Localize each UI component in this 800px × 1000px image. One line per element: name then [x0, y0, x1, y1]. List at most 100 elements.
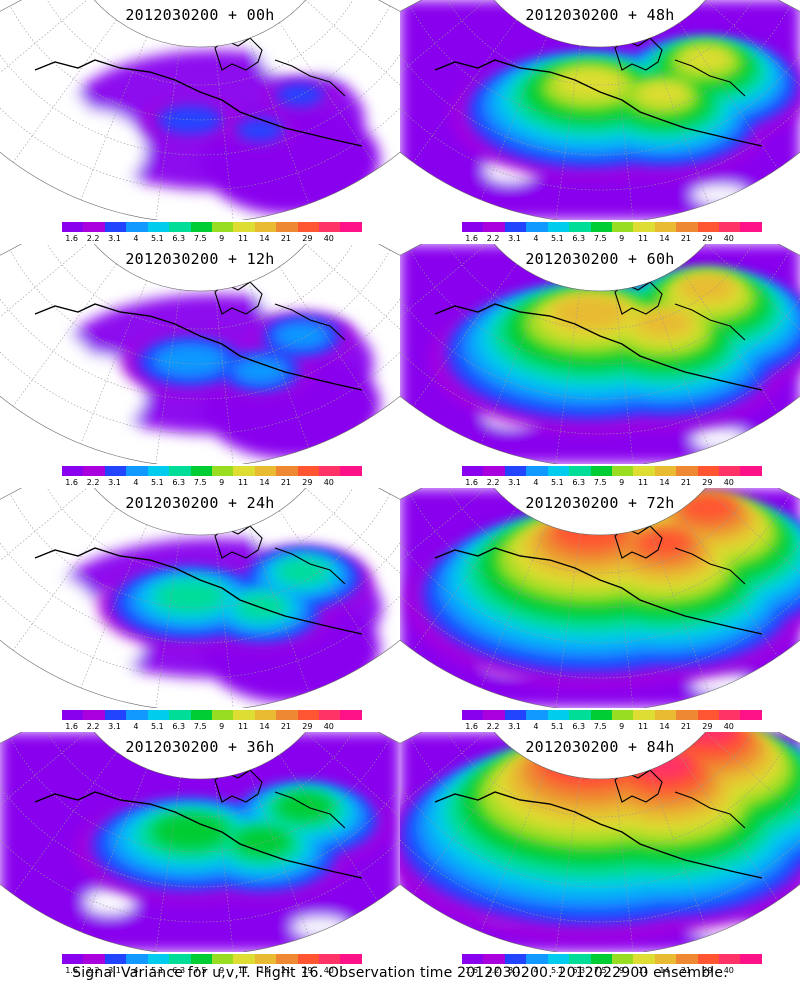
variance-map [400, 732, 800, 952]
colorbar-segment [254, 222, 277, 232]
variance-map [0, 0, 400, 220]
colorbar-segment [526, 222, 548, 232]
forecast-panel: 2012030200 + 12h 1.6 2.2 3.1 4 5.1 6.3 7.5 9 11 14… [0, 244, 400, 488]
variance-map [400, 0, 800, 220]
colorbar-tick: 6.3 [172, 722, 186, 731]
colorbar-tick: 11 [237, 722, 249, 731]
colorbar-segment [104, 466, 127, 476]
colorbar-tick: 1.6 [465, 478, 478, 487]
colorbar-segment [719, 222, 741, 232]
colorbar-tick: 29 [302, 234, 313, 243]
colorbar-segment [547, 222, 570, 232]
colorbar-segment [611, 222, 634, 232]
colorbar-segment [697, 954, 720, 964]
colorbar-tick: 9 [619, 234, 625, 243]
colorbar-tick: 14 [659, 234, 670, 243]
colorbar-tick: 21 [680, 234, 692, 243]
colorbar-segment [169, 954, 191, 964]
colorbar-segment [340, 710, 362, 720]
colorbar-tick: 40 [323, 722, 334, 731]
colorbar-tick: 9 [219, 478, 225, 487]
colorbar-tick: 7.5 [593, 722, 607, 731]
colorbar-tick: 14 [259, 478, 270, 487]
panel-title: 2012030200 + 84h [525, 738, 675, 756]
colorbar [62, 710, 362, 720]
colorbar-segment [697, 710, 720, 720]
colorbar-segment [276, 954, 298, 964]
colorbar-segment [297, 954, 320, 964]
colorbar-tick-labels: 1.6 2.2 3.1 4 5.1 6.3 7.5 9 11 14 21 29 40 [62, 722, 362, 732]
colorbar-tick: 29 [702, 234, 713, 243]
colorbar-tick: 14 [659, 478, 670, 487]
colorbar-segment [633, 954, 655, 964]
colorbar-segment [740, 710, 762, 720]
colorbar-tick-labels: 1.6 2.2 3.1 4 5.1 6.3 7.5 9 11 14 21 29 40 [462, 722, 762, 732]
colorbar-tick: 1.6 [465, 722, 478, 731]
colorbar-tick: 5.1 [150, 234, 164, 243]
variance-map [400, 488, 800, 708]
colorbar-tick: 6.3 [572, 234, 586, 243]
colorbar-segment [547, 710, 570, 720]
colorbar-segment [83, 710, 105, 720]
colorbar-tick: 2.2 [86, 234, 100, 243]
colorbar-tick: 21 [680, 478, 692, 487]
colorbar-segment [169, 222, 191, 232]
colorbar-segment [297, 222, 320, 232]
colorbar-segment [319, 710, 341, 720]
colorbar-tick: 5.1 [550, 234, 564, 243]
colorbar-tick-labels: 1.6 2.2 3.1 4 5.1 6.3 7.5 9 11 14 21 29 40 [462, 478, 762, 488]
colorbar-tick: 9 [619, 966, 625, 975]
colorbar-tick: 6.3 [172, 966, 186, 975]
colorbar-segment [319, 222, 341, 232]
colorbar-segment [504, 710, 527, 720]
colorbar-segment [104, 954, 127, 964]
colorbar-segment [483, 222, 505, 232]
colorbar-segment [340, 466, 362, 476]
colorbar-tick: 5.1 [550, 966, 564, 975]
colorbar-tick: 7.5 [193, 234, 207, 243]
colorbar-segment [233, 222, 255, 232]
forecast-panel: 2012030200 + 24h 1.6 2.2 3.1 4 5.1 6.3 7.5 9 11 14… [0, 488, 400, 732]
colorbar-segment [676, 222, 698, 232]
variance-map [0, 244, 400, 464]
colorbar-tick: 2.2 [86, 478, 100, 487]
colorbar-segment [190, 954, 212, 964]
colorbar-segment [126, 222, 148, 232]
colorbar-segment [611, 954, 634, 964]
colorbar-tick-labels: 1.6 2.2 3.1 4 5.1 6.3 7.5 9 11 14 21 29 40 [62, 478, 362, 488]
colorbar-tick: 4 [533, 966, 539, 975]
colorbar-segment [104, 222, 127, 232]
colorbar-segment [254, 954, 277, 964]
forecast-panel: 2012030200 + 72h 1.6 2.2 3.1 4 5.1 6.3 7.5 9 11 14… [400, 488, 800, 732]
colorbar-segment [611, 466, 634, 476]
colorbar-segment [62, 954, 84, 964]
colorbar-segment [719, 466, 741, 476]
forecast-panel: 2012030200 + 60h 1.6 2.2 3.1 4 5.1 6.3 7.5 9 11 14… [400, 244, 800, 488]
colorbar-segment [147, 710, 170, 720]
colorbar-segment [211, 222, 234, 232]
colorbar-tick: 1.6 [465, 966, 478, 975]
colorbar [462, 222, 762, 232]
colorbar-tick: 21 [280, 966, 292, 975]
colorbar-tick: 21 [680, 722, 692, 731]
colorbar-segment [254, 466, 277, 476]
colorbar-segment [126, 466, 148, 476]
colorbar-segment [526, 954, 548, 964]
colorbar-tick: 1.6 [65, 722, 78, 731]
colorbar-tick: 40 [723, 234, 734, 243]
colorbar-tick: 11 [237, 966, 249, 975]
variance-map [0, 488, 400, 708]
colorbar-segment [654, 466, 677, 476]
colorbar-tick: 4 [133, 234, 139, 243]
colorbar-segment [340, 222, 362, 232]
colorbar-tick: 2.2 [486, 966, 500, 975]
colorbar-tick: 9 [619, 478, 625, 487]
colorbar-segment [147, 954, 170, 964]
colorbar-segment [319, 954, 341, 964]
colorbar-tick: 21 [680, 966, 692, 975]
colorbar-tick: 2.2 [486, 234, 500, 243]
colorbar-tick: 1.6 [465, 234, 478, 243]
colorbar-segment [254, 710, 277, 720]
colorbar-tick: 11 [637, 722, 649, 731]
colorbar-tick: 14 [259, 722, 270, 731]
